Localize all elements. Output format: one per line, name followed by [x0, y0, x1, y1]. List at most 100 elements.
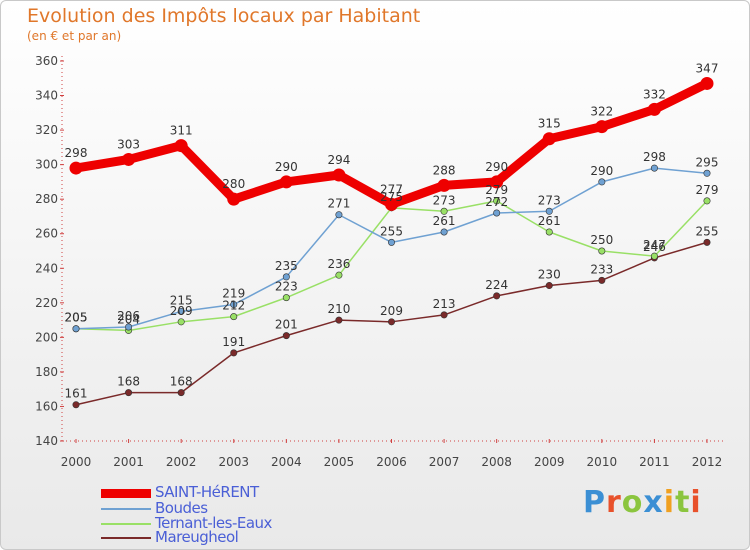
x-tick-label: 2011 — [639, 455, 670, 469]
data-label: 322 — [590, 105, 613, 119]
data-point — [177, 389, 185, 397]
chart-axes: 140 160 180 200 220 240 260 280 300 320 340 360 2000… — [35, 54, 723, 469]
data-point — [545, 207, 553, 215]
data-label: 191 — [222, 335, 245, 349]
data-point — [177, 318, 185, 326]
y-tick-label: 360 — [35, 54, 58, 68]
data-label: 298 — [643, 150, 666, 164]
data-label: 347 — [696, 61, 719, 75]
data-point — [545, 228, 553, 236]
data-point — [387, 238, 395, 246]
data-label: 201 — [275, 318, 298, 332]
data-point — [279, 175, 293, 189]
x-tick-label: 2001 — [113, 455, 144, 469]
data-point — [125, 389, 133, 397]
data-point — [335, 211, 343, 219]
logo-letter: t — [675, 485, 691, 520]
y-tick-label: 300 — [35, 158, 58, 172]
data-label: 224 — [485, 278, 508, 292]
data-label: 219 — [222, 287, 245, 301]
y-tick-label: 160 — [35, 399, 58, 413]
legend-swatch — [101, 489, 151, 498]
data-label: 277 — [380, 182, 403, 196]
data-point — [703, 197, 711, 205]
data-point — [598, 178, 606, 186]
data-label: 168 — [170, 375, 193, 389]
legend-swatch — [101, 508, 151, 510]
data-label: 290 — [275, 160, 298, 174]
data-point — [440, 311, 448, 319]
data-point — [387, 318, 395, 326]
data-label: 209 — [380, 304, 403, 318]
data-label: 255 — [380, 224, 403, 238]
data-label: 233 — [590, 262, 613, 276]
data-point — [72, 325, 80, 333]
data-label: 215 — [170, 293, 193, 307]
data-point — [230, 313, 238, 321]
data-label: 236 — [327, 257, 350, 271]
data-label: 280 — [222, 177, 245, 191]
data-label: 298 — [65, 146, 88, 160]
data-point — [177, 307, 185, 315]
x-tick-label: 2006 — [376, 455, 407, 469]
data-point — [542, 132, 556, 146]
legend-label: Boudes — [155, 499, 208, 517]
x-tick-label: 2008 — [481, 455, 512, 469]
data-point — [595, 120, 609, 134]
data-label: 272 — [485, 195, 508, 209]
proxiti-logo: Proxiti — [583, 485, 702, 520]
x-tick-label: 2005 — [324, 455, 355, 469]
data-label: 212 — [222, 299, 245, 313]
legend-label: Ternant-les-Eaux — [155, 514, 272, 532]
data-label: 290 — [590, 164, 613, 178]
data-label: 332 — [643, 87, 666, 101]
data-label: 161 — [65, 387, 88, 401]
data-point — [227, 192, 241, 206]
data-point — [335, 271, 343, 279]
x-tick-label: 2010 — [587, 455, 618, 469]
data-point — [650, 252, 658, 260]
y-tick-label: 200 — [35, 330, 58, 344]
x-tick-label: 2003 — [218, 455, 249, 469]
x-tick-label: 2002 — [166, 455, 197, 469]
data-label: 223 — [275, 280, 298, 294]
y-tick-label: 320 — [35, 123, 58, 137]
data-point — [385, 197, 398, 211]
data-label: 303 — [117, 137, 140, 151]
chart-subtitle: (en € et par an) — [27, 29, 122, 43]
x-tick-label: 2012 — [692, 455, 723, 469]
data-point — [282, 273, 290, 281]
logo-letter: P — [583, 485, 606, 520]
data-label: 273 — [433, 193, 456, 207]
x-tick-label: 2007 — [429, 455, 460, 469]
data-point — [174, 139, 188, 153]
data-point — [440, 228, 448, 236]
logo-letter: r — [606, 485, 622, 520]
data-label: 315 — [538, 117, 561, 131]
data-label: 294 — [327, 153, 350, 167]
data-point — [69, 161, 83, 175]
data-point — [437, 178, 451, 192]
data-label: 247 — [643, 238, 666, 252]
data-label: 209 — [170, 304, 193, 318]
data-point — [650, 164, 658, 172]
legend-label: Mareugheol — [155, 528, 239, 546]
logo-letter: x — [643, 485, 664, 520]
y-tick-label: 280 — [35, 192, 58, 206]
data-point — [598, 247, 606, 255]
data-point — [332, 168, 346, 182]
y-tick-label: 180 — [35, 365, 58, 379]
data-point — [335, 316, 343, 324]
data-label: 230 — [538, 268, 561, 282]
data-point — [598, 276, 606, 284]
data-label: 271 — [327, 197, 350, 211]
legend-swatch — [101, 523, 151, 525]
series-layer — [69, 76, 714, 409]
data-label: 279 — [485, 183, 508, 197]
y-tick-label: 220 — [35, 296, 58, 310]
data-labels-layer: 161 168 168 191 201 210 209 213 224 230 233 246 255 2… — [65, 61, 719, 400]
data-point — [282, 332, 290, 340]
logo-letter: o — [621, 485, 644, 520]
